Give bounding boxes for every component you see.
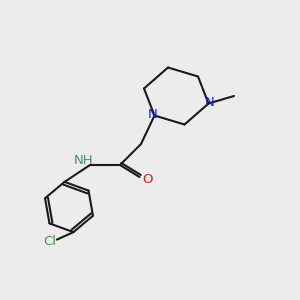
Text: N: N bbox=[205, 95, 215, 109]
Text: Cl: Cl bbox=[43, 235, 56, 248]
Text: O: O bbox=[143, 173, 153, 186]
Text: NH: NH bbox=[74, 154, 93, 167]
Text: N: N bbox=[148, 107, 158, 121]
